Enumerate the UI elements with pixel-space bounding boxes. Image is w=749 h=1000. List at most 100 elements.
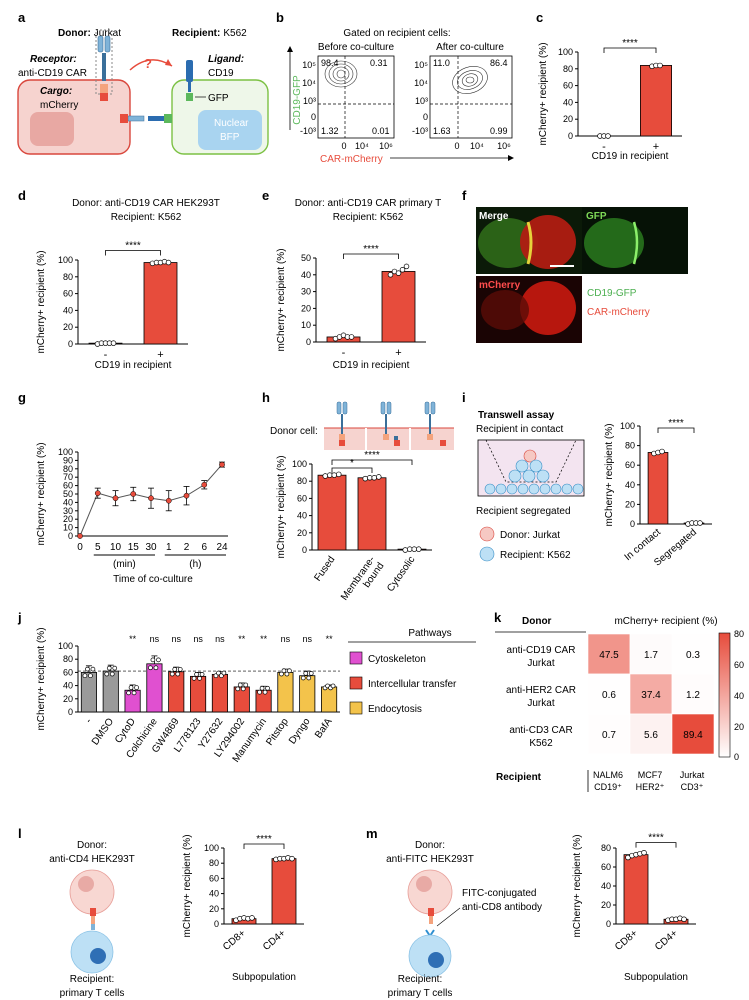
- heatmap-row-label-1: anti-CD19 CAR: [507, 645, 576, 656]
- flow-before-xticks: 0 10⁴ 10⁶: [341, 141, 393, 151]
- heatmap-cell: [671, 713, 715, 755]
- legend-intercellular: Intercellular transfer: [368, 679, 457, 690]
- significance-label: ns: [302, 634, 312, 644]
- data-point: [249, 915, 255, 921]
- significance-bracket: [603, 47, 657, 53]
- flow-ytick: 10⁵: [302, 60, 316, 70]
- y-tick-label: 100: [620, 421, 635, 431]
- y-tick-label: 20: [301, 303, 311, 313]
- donor-l-cargo: [90, 908, 96, 916]
- data-point: [106, 665, 112, 671]
- flow-ytick: -10³: [412, 126, 428, 136]
- y-tick-label: 100: [204, 843, 219, 853]
- heatmap-donor-header: Donor: [522, 616, 552, 627]
- bfp-label: BFP: [220, 132, 240, 143]
- heatmap-value: 47.5: [599, 650, 619, 661]
- panel-label-a: a: [18, 10, 26, 25]
- y-axis-label: mCherry+ recipient (%): [182, 834, 193, 937]
- significance-label: ****: [648, 833, 664, 844]
- y-tick-label: 80: [63, 654, 73, 664]
- data-point: [657, 62, 663, 69]
- panel-label-b: b: [276, 10, 284, 25]
- y-tick-label: 60: [563, 81, 573, 91]
- data-point: [697, 520, 703, 526]
- x-tick-label: BafA: [313, 716, 335, 740]
- data-point: [148, 665, 153, 671]
- y-tick-label: 40: [297, 511, 307, 521]
- y-axis-label: mCherry+ recipient (%): [604, 423, 615, 526]
- data-point: [156, 657, 161, 663]
- significance-label: ****: [364, 450, 380, 461]
- x-tick-label: 15: [128, 542, 140, 553]
- data-point: [199, 672, 205, 677]
- data-point: [237, 682, 243, 688]
- data-point: [387, 272, 394, 278]
- significance-label: ****: [125, 241, 141, 252]
- gfp-panel-label: GFP: [586, 211, 607, 222]
- data-point: [402, 547, 409, 553]
- data-point: [243, 682, 249, 688]
- flow-after-xticks: 0 10⁴ 10⁶: [454, 141, 511, 151]
- significance-bracket: [657, 427, 695, 433]
- data-point: [279, 671, 284, 677]
- x-tick-label: +: [653, 141, 659, 153]
- data-point: [330, 683, 336, 689]
- y-tick-label: 40: [301, 270, 311, 280]
- data-point: [148, 495, 154, 502]
- heatmap-cell: [671, 633, 715, 675]
- y-tick-label: 70: [63, 472, 73, 482]
- heatmap-row-label-3: anti-CD3 CAR: [509, 725, 572, 736]
- bar: [102, 670, 119, 713]
- y-tick-label: 40: [63, 305, 73, 315]
- data-point: [367, 475, 373, 481]
- donor-l-value: anti-CD4 HEK293T: [49, 854, 135, 865]
- unit-group-label: (h): [189, 559, 201, 570]
- data-point: [130, 491, 137, 497]
- recipient-l-value: primary T cells: [60, 988, 125, 999]
- y-axis-label: mCherry+ recipient (%): [276, 455, 287, 558]
- y-tick-label: 80: [563, 64, 573, 74]
- bar: [640, 65, 673, 137]
- car-tail: [100, 84, 108, 93]
- antibody-label-1: FITC-conjugated: [462, 888, 536, 899]
- heatmap-row-label-3b: K562: [529, 738, 553, 749]
- car-stalk: [102, 53, 106, 81]
- flow-after-q-ul: 11.0: [433, 58, 450, 68]
- recipient-m-value: primary T cells: [388, 988, 453, 999]
- data-point: [336, 471, 342, 478]
- panel-h: h Donor cell:: [262, 390, 454, 450]
- bar: [146, 663, 163, 713]
- data-point: [240, 686, 246, 692]
- x-tick-label: 5: [95, 542, 101, 553]
- cargo-value: mCherry: [40, 100, 78, 111]
- y-tick-label: 20: [209, 904, 219, 914]
- x-tick-label: CD8+: [221, 928, 248, 953]
- data-point: [175, 671, 181, 677]
- data-point: [219, 461, 225, 468]
- donor-cell-label: Donor cell:: [270, 426, 318, 437]
- flow-x-arrowhead: [508, 155, 514, 161]
- data-point: [134, 685, 139, 690]
- mcherry-dim-cell: [481, 290, 529, 330]
- data-point: [94, 490, 101, 497]
- donor-m-nucleus: [416, 876, 432, 892]
- donor-l-receptor: [91, 916, 95, 924]
- x-axis-label: Subpopulation: [624, 972, 688, 983]
- legend-cytoskeleton-swatch: [349, 651, 363, 665]
- data-point: [327, 472, 333, 478]
- y-tick-label: 20: [63, 514, 73, 524]
- bar: [168, 671, 185, 713]
- bar: [277, 672, 294, 713]
- donor-l-scfv: [91, 924, 95, 930]
- recipient-m-nucleus: [428, 952, 444, 968]
- x-tick-label: -: [104, 349, 108, 361]
- bar: [357, 477, 387, 551]
- data-point: [183, 492, 190, 499]
- donor-l-cell: [69, 869, 115, 915]
- y-axis-label: mCherry+ recipient (%): [36, 627, 47, 730]
- flow-xtick: 10⁶: [497, 141, 511, 151]
- data-point: [416, 546, 422, 552]
- heatmap-cell: [587, 713, 631, 755]
- flow-after-contours: [452, 66, 488, 94]
- data-point: [331, 472, 338, 478]
